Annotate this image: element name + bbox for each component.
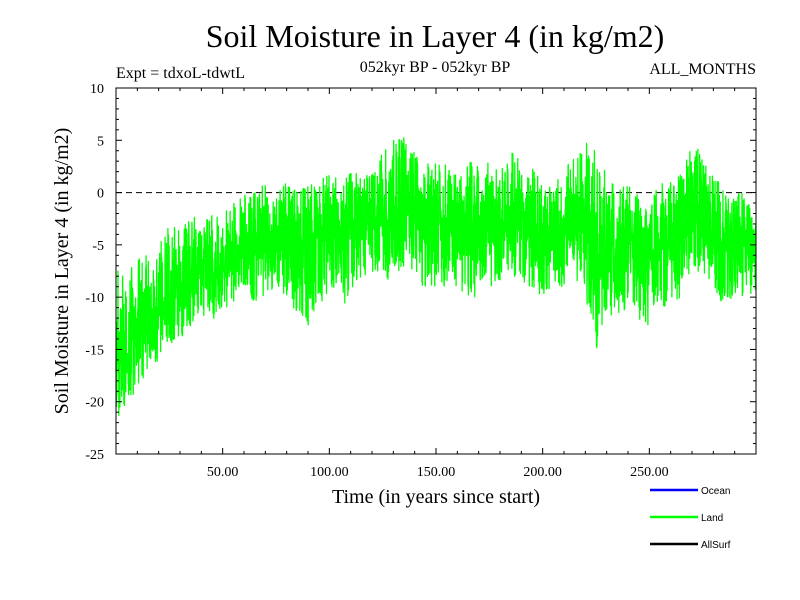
y-axis: -25 -20 -15 -10 -5 0 5 10 (85, 82, 756, 463)
x-axis-label: Time (in years since start) (332, 486, 540, 508)
plot-data-layer (115, 137, 757, 417)
y-tick-label: -25 (85, 448, 104, 463)
legend-label-ocean: Ocean (701, 486, 730, 497)
x-tick-label: 50.00 (207, 465, 239, 480)
x-tick-label: 200.00 (523, 465, 562, 480)
legend-label-allsurf: AllSurf (701, 540, 731, 551)
months-label: ALL_MONTHS (649, 61, 756, 78)
series-land-line (115, 137, 757, 417)
period-label: 052kyr BP - 052kyr BP (360, 59, 511, 76)
y-axis-label: Soil Moisture in Layer 4 (in kg/m2) (51, 128, 73, 415)
x-axis: 50.00 100.00 150.00 200.00 250.00 (136, 88, 736, 480)
y-tick-label: -5 (92, 239, 104, 254)
experiment-label: Expt = tdxoL-tdwtL (116, 65, 245, 82)
y-tick-label: 0 (97, 187, 104, 202)
legend: Ocean Land AllSurf (650, 486, 731, 551)
x-tick-label: 150.00 (417, 465, 456, 480)
legend-label-land: Land (701, 513, 723, 524)
y-tick-label: -10 (85, 291, 104, 306)
y-tick-label: -20 (85, 396, 104, 411)
x-tick-label: 100.00 (310, 465, 349, 480)
y-tick-label: -15 (85, 343, 104, 358)
y-tick-label: 10 (90, 82, 104, 97)
chart-title: Soil Moisture in Layer 4 (in kg/m2) (206, 18, 665, 54)
y-tick-label: 5 (97, 134, 104, 149)
x-tick-label: 250.00 (630, 465, 669, 480)
